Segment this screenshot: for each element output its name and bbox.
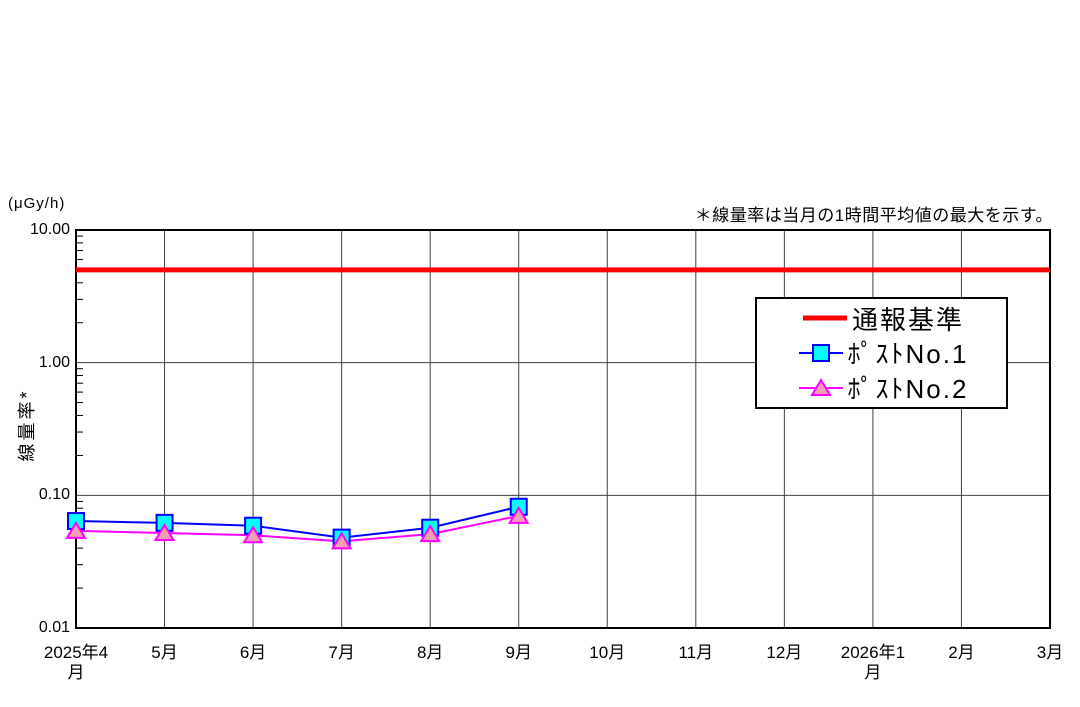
- y-axis-title: 線量率*: [17, 388, 37, 462]
- x-tick-label: 2026年1月: [840, 643, 906, 682]
- y-tick-label: 0.01: [38, 619, 70, 636]
- y-axis-unit-label: (μGy/h): [8, 195, 66, 212]
- x-tick-label: 10月: [589, 643, 626, 662]
- legend-label-post1: ﾎﾟｽﾄNo.1: [847, 339, 969, 370]
- y-tick-label: 0.10: [38, 486, 70, 504]
- x-tick-label: 9月: [505, 643, 532, 662]
- y-tick-label: 10.00: [29, 221, 70, 238]
- x-tick-label: 8月: [416, 643, 444, 662]
- x-tick-label: 5月: [151, 643, 178, 662]
- legend-label-threshold: 通報基準: [851, 304, 964, 335]
- legend-item-threshold: 通報基準: [757, 301, 1006, 335]
- x-tick-label: 12月: [766, 643, 803, 662]
- x-tick-label: 2月: [948, 643, 975, 662]
- legend-label-post2: ﾎﾟｽﾄNo.2: [847, 374, 969, 405]
- legend-item-post2: ﾎﾟｽﾄNo.2: [757, 371, 1006, 405]
- x-tick-label: 7月: [328, 643, 355, 662]
- y-tick-label: 1.00: [38, 353, 70, 371]
- legend-item-post1: ﾎﾟｽﾄNo.1: [757, 336, 1006, 370]
- threshold-line-icon: [802, 315, 847, 321]
- triangle-marker-icon: [798, 377, 843, 396]
- x-tick-label: 6月: [239, 643, 267, 662]
- legend: 通報基準 ﾎﾟｽﾄNo.1 ﾎﾟｽﾄNo.2: [755, 297, 1008, 409]
- x-tick-label: 3月: [1036, 643, 1064, 662]
- x-tick-label: 2025年4月: [43, 643, 109, 682]
- square-marker-icon: [798, 343, 843, 362]
- x-tick-label: 11月: [678, 643, 714, 662]
- chart-note: ＊線量率は当月の1時間平均値の最大を示す。: [694, 206, 1053, 225]
